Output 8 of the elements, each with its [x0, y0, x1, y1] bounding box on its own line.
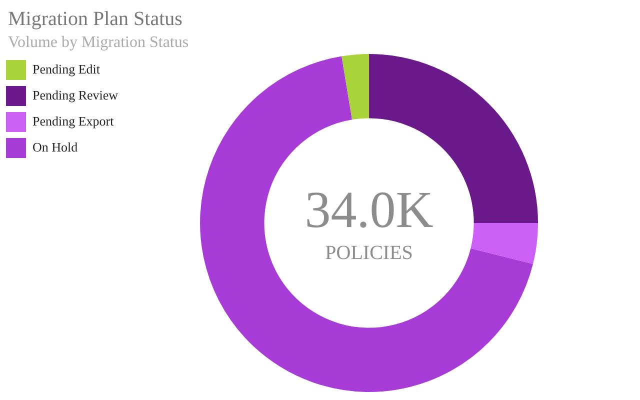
- chart-title: Migration Plan Status: [7, 7, 184, 32]
- legend-label: Pending Export: [32, 113, 114, 128]
- text: POLICIES: [325, 242, 413, 264]
- legend-label: Pending Edit: [32, 61, 100, 76]
- legend-label: Pending Review: [32, 87, 119, 102]
- chart-subtitle: Volume by Migration Status: [7, 33, 190, 53]
- legend-label: On Hold: [32, 139, 78, 154]
- text: 34.0K: [304, 182, 434, 239]
